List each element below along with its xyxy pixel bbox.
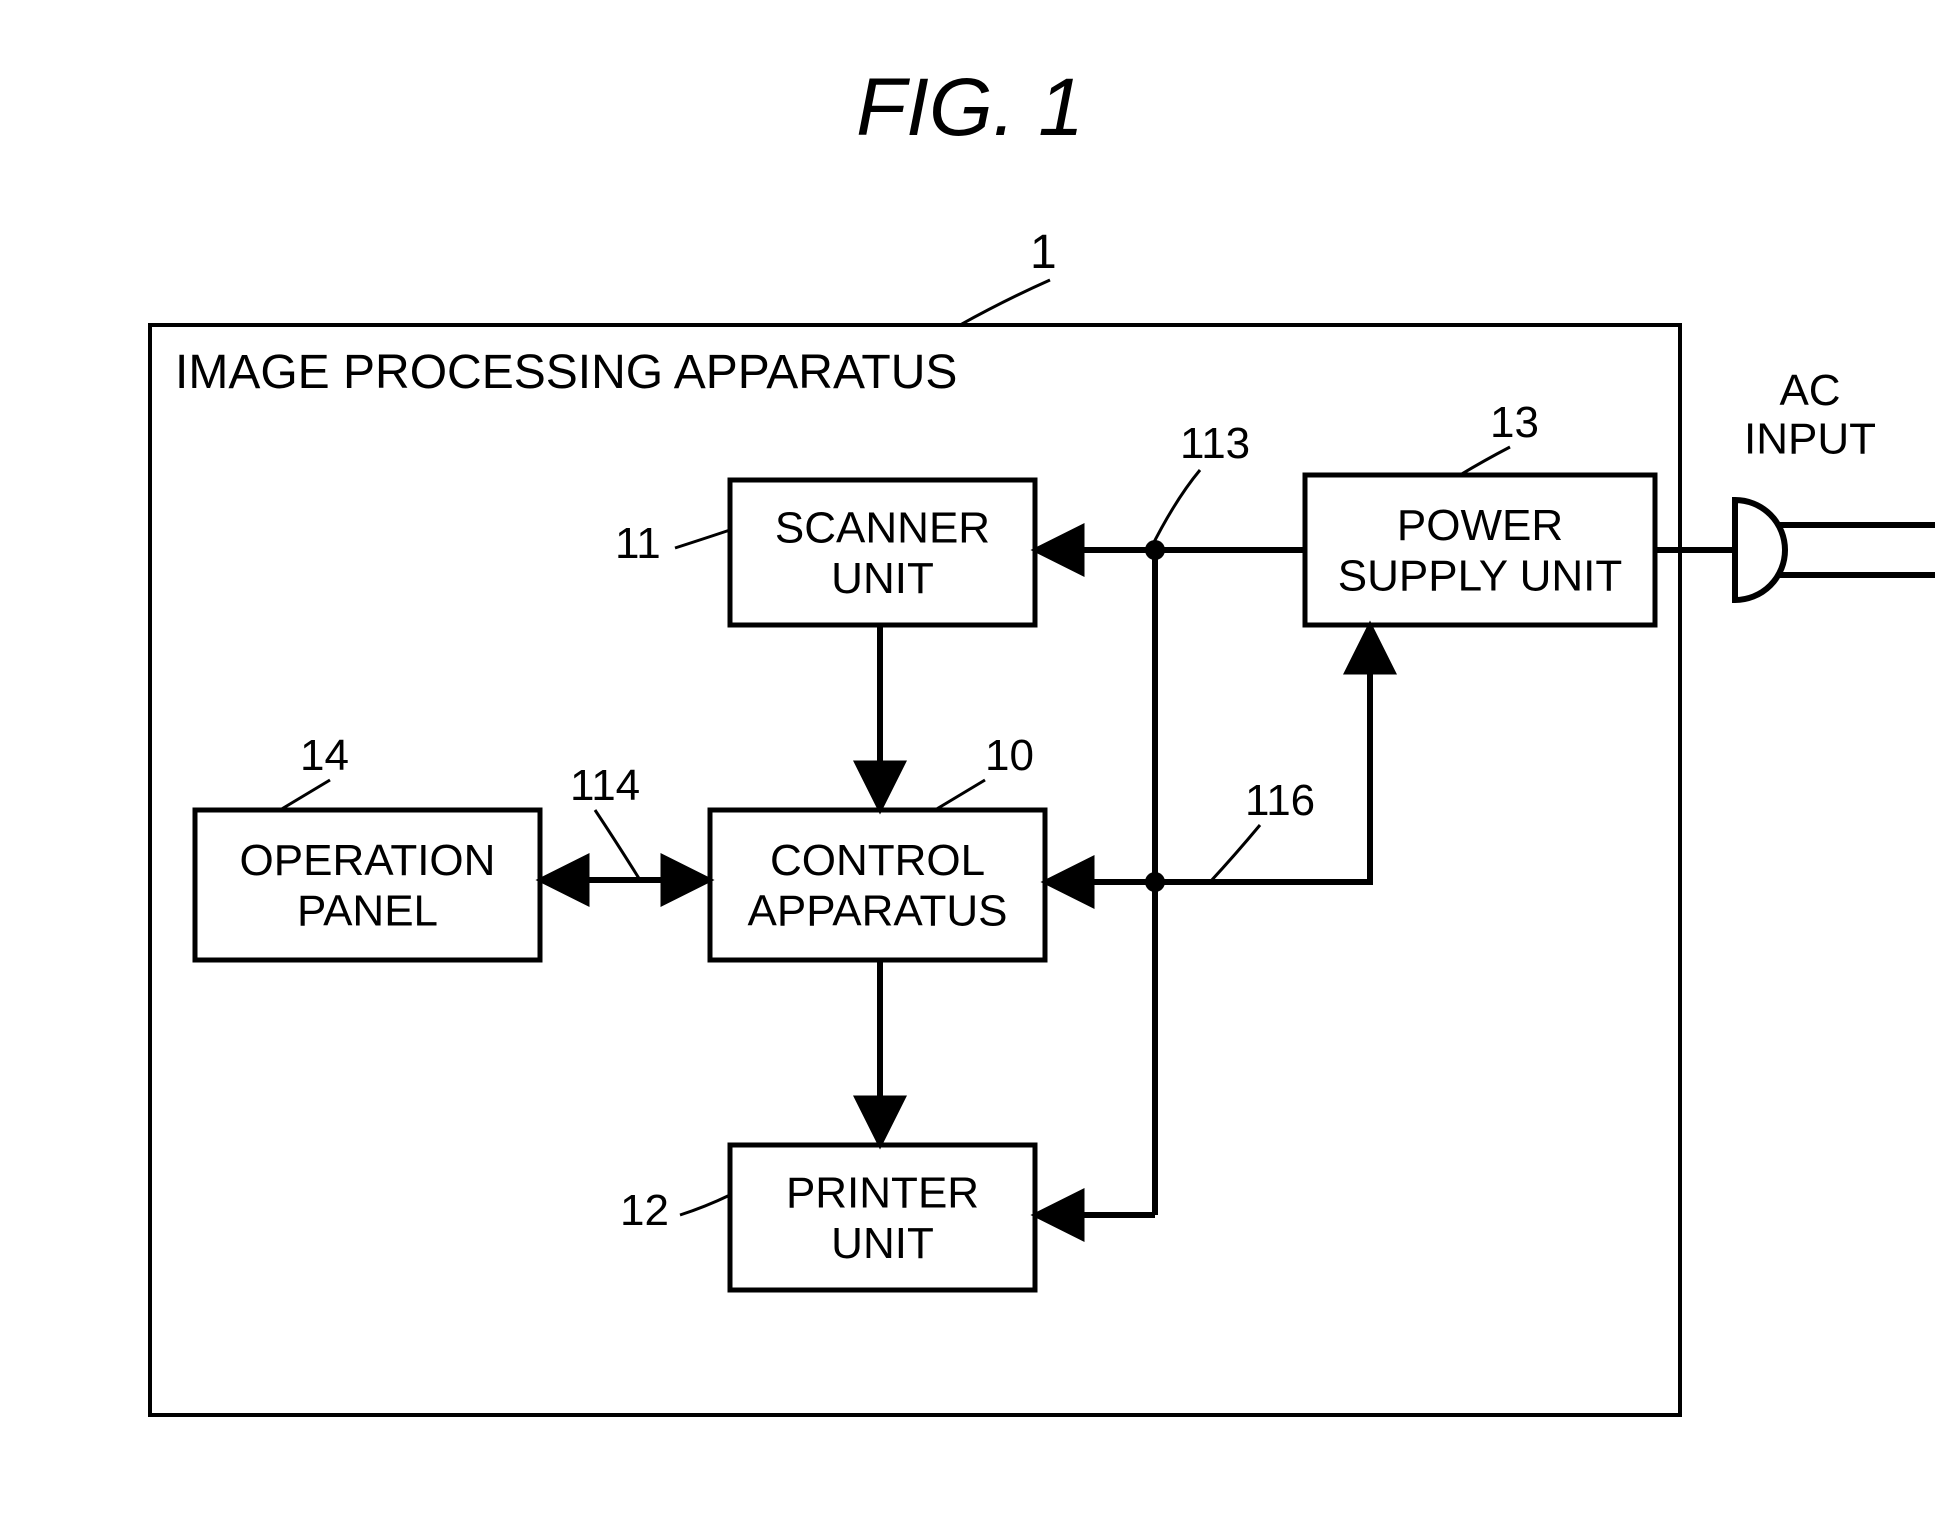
printer-label-line-1: UNIT [831,1219,934,1268]
control-ref: 10 [985,731,1034,780]
container-ref: 1 [1030,226,1057,279]
figure-title: FIG. 1 [856,62,1084,153]
oppanel-label-line-0: OPERATION [240,836,496,885]
printer-leader [680,1195,730,1215]
oppanel-ref: 14 [300,731,349,780]
bus-label-116: 116 [1245,776,1315,825]
ac-label-2: INPUT [1744,414,1876,463]
bus-leader-114 [595,810,640,880]
diagram-canvas: { "figure": { "title": "FIG. 1", "title_… [0,0,1946,1516]
container-label: IMAGE PROCESSING APPARATUS [175,346,957,399]
printer-ref: 12 [620,1186,669,1235]
control-label-line-0: CONTROL [770,836,985,885]
edge-control-to-power [1155,625,1370,882]
power-box: POWERSUPPLY UNIT 13 [1305,398,1655,625]
power-ref: 13 [1490,398,1539,447]
ac-plug-body [1735,500,1785,600]
container-leader [960,280,1050,325]
bus-label-113: 113 [1180,419,1250,468]
printer-label-line-0: PRINTER [786,1169,979,1218]
bus-label-114: 114 [570,761,640,810]
oppanel-label-line-1: PANEL [297,887,438,936]
diagram-svg: FIG. 1 IMAGE PROCESSING APPARATUS 1 SCAN… [0,0,1946,1516]
power-leader [1460,447,1510,475]
scanner-label-line-0: SCANNER [775,504,990,553]
scanner-box: SCANNERUNIT 11 [615,480,1035,625]
power-label-line-1: SUPPLY UNIT [1338,552,1622,601]
bus-leader-113 [1150,470,1200,550]
scanner-leader [675,530,730,548]
scanner-ref: 11 [615,519,661,568]
ac-label-1: AC [1779,366,1840,415]
control-label-line-1: APPARATUS [748,887,1008,936]
bus-leader-116 [1210,825,1260,882]
printer-box: PRINTERUNIT 12 [620,1145,1035,1290]
oppanel-leader [280,780,330,810]
boxes-group: SCANNERUNIT11CONTROLAPPARATUS10PRINTERUN… [195,398,1655,1290]
ac-input-group: ACINPUT [1655,366,1935,600]
scanner-label-line-1: UNIT [831,554,934,603]
control-leader [935,780,985,810]
power-label-line-0: POWER [1397,501,1563,550]
buslabels-group: 113 114 116 [570,419,1315,882]
oppanel-box: OPERATIONPANEL 14 [195,731,540,960]
